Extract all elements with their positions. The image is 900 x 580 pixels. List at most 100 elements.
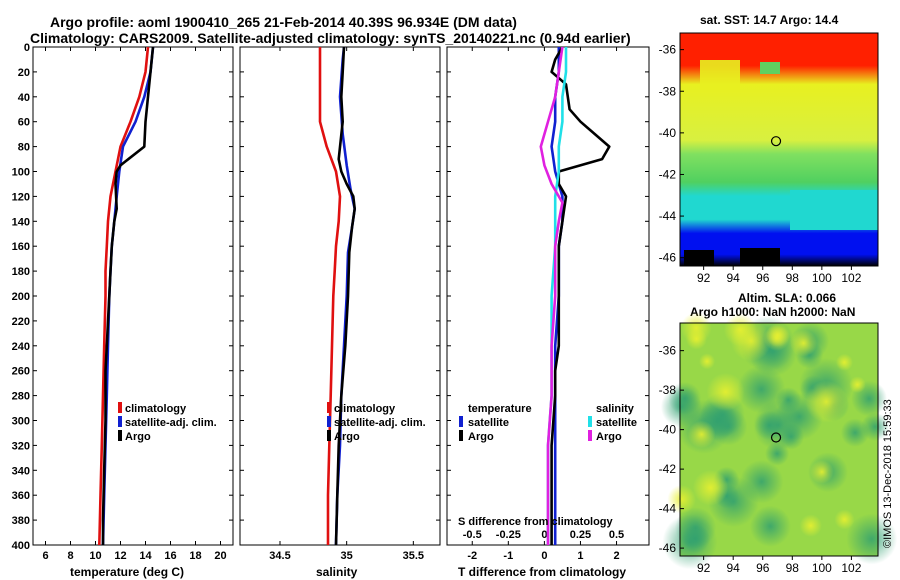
sla-blob-yellow [692,469,729,506]
x-tick-label: 34.5 [269,550,290,562]
x-tick-label: 8 [67,550,73,562]
legend-label-s-argo: Argo [596,431,622,443]
sst-patch-yellow [700,60,740,90]
y-tick-label: 300 [12,416,30,428]
series-line-argo [101,47,155,545]
x-tick-label: 1 [577,550,583,562]
sla-blob-yellow [834,509,855,530]
y-tick-label: 60 [18,117,30,129]
map-y-tick-label: -38 [659,84,677,98]
x-tick-label: 35.5 [403,550,424,562]
sst-y-ticks: -36 -38 -40 -42 -44 -46 [659,43,684,265]
map-x-tick-label: 98 [786,561,800,575]
sla-blob-yellow [723,313,757,347]
y-tick-label: 380 [12,515,30,527]
legend-swatch-climatology [118,402,122,413]
series-line-t-satellite [550,47,564,545]
legend-label-argo: Argo [125,431,151,443]
x2-tick-label: 0.5 [609,529,624,541]
x-tick-label: 35 [341,550,353,562]
x-tick-label: 16 [164,550,176,562]
sla-map: Altim. SLA: 0.066 Argo h1000: NaN h2000:… [659,291,898,575]
salinity-y-ticks [240,46,440,546]
difference-legend: temperature satellite Argo salinity sate… [459,403,637,443]
temperature-lines [98,47,155,545]
x-tick-label: -1 [503,550,513,562]
y-tick-label: 400 [12,540,30,552]
sla-blob-yellow [789,329,818,357]
legend-swatch-satellite [327,416,331,427]
series-line-t-argo [550,47,611,545]
map-y-tick-label: -40 [659,126,677,140]
legend-label-climatology: climatology [125,403,187,415]
salinity-axes-frame [239,46,441,546]
map-x-tick-label: 94 [727,561,741,575]
temperature-axes-frame [32,46,234,546]
temperature-y-ticks: 0 20 40 60 80 100 120 140 160 180 200 220 240 260 280 3… [12,42,233,552]
y-tick-label: 80 [18,142,30,154]
x2-tick-label: -0.5 [463,529,482,541]
sst-frame [679,32,879,267]
salinity-x-ticks: 34.5 35 35.5 [269,47,424,562]
map-y-tick-label: -42 [659,167,677,181]
y-tick-label: 100 [12,167,30,179]
x2-tick-label: -0.25 [496,529,521,541]
y-tick-label: 360 [12,490,30,502]
y-tick-label: 240 [12,341,30,353]
sla-blobs [660,312,898,570]
series-line-climatology [318,47,342,545]
salinity-panel: 34.5 35 35.5 salinity climatology satellit… [239,46,441,579]
sla-blob [840,418,870,447]
sst-patch-cyan [790,190,878,230]
temperature-panel: 0 20 40 60 80 100 120 140 160 180 200 220 240 260 280 3… [12,42,234,579]
series-line-s-argo [539,47,564,545]
y-tick-label: 20 [18,67,30,79]
legend-swatch-s-argo [588,430,592,441]
sla-blob-yellow [699,353,716,370]
sst-patch-black-2 [684,250,714,266]
legend-label-satellite: satellite-adj. clim. [334,417,426,429]
salinity-legend: climatology satellite-adj. clim. Argo [327,402,426,443]
map-y-tick-label: -38 [659,383,677,397]
x-tick-label: 10 [89,550,101,562]
sst-argo-marker [770,136,782,147]
legend-title-salinity: salinity [596,403,635,415]
temperature-xlabel: temperature (deg C) [70,565,184,579]
y-tick-label: 320 [12,440,30,452]
temperature-x-ticks: 6 8 10 12 14 16 18 20 [42,47,227,562]
difference-lines [539,47,611,545]
difference-y-ticks [447,46,649,546]
x-tick-label: 14 [139,550,152,562]
legend-label-s-satellite: satellite [596,417,637,429]
legend-title-temperature: temperature [468,403,532,415]
map-x-tick-label: 92 [697,271,711,285]
watermark-text: ©IMOS 13-Dec-2018 15:59:33 [882,399,894,548]
map-y-tick-label: -44 [659,502,677,516]
sla-blob [681,524,711,554]
map-x-tick-label: 102 [841,561,861,575]
sla-blob-yellow [849,376,866,393]
x-tick-label: -2 [467,550,477,562]
sla-y-ticks: -36 -38 -40 -42 -44 -46 [659,344,684,555]
legend-label-t-satellite: satellite [468,417,509,429]
salinity-xlabel: salinity [316,565,358,579]
legend-label-t-argo: Argo [468,431,494,443]
y-tick-label: 160 [12,241,30,253]
map-x-tick-label: 96 [756,271,770,285]
temperature-legend: climatology satellite-adj. clim. Argo [118,402,217,443]
sst-map: sat. SST: 14.7 Argo: 14.4 92 94 96 98 100 102… [659,13,879,285]
salinity-lines [318,47,357,545]
sla-blob-yellow [667,484,696,514]
legend-swatch-climatology [327,402,331,413]
x-tick-label: 12 [114,550,126,562]
sla-frame [679,322,879,557]
y-tick-label: 120 [12,191,30,203]
legend-swatch-argo [118,430,122,441]
map-x-tick-label: 92 [697,561,711,575]
legend-swatch-argo [327,430,331,441]
legend-swatch-s-satellite [588,416,592,427]
map-x-tick-label: 96 [756,561,770,575]
map-y-tick-label: -44 [659,209,677,223]
y-tick-label: 0 [24,42,30,54]
